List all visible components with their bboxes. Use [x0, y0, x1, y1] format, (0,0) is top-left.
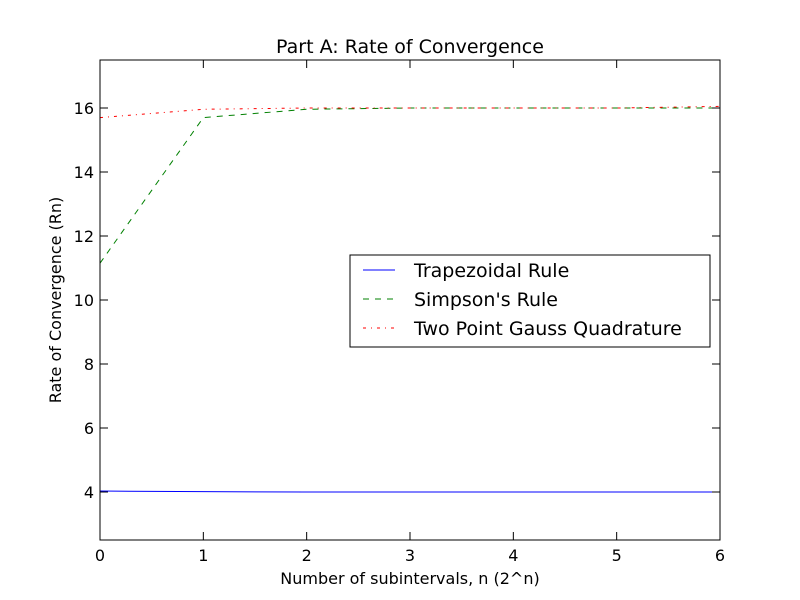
series-line-0 [99, 490, 720, 493]
legend: Trapezoidal Rule Simpson's Rule Two Point … [349, 254, 711, 348]
y-tick-label: 8 [84, 355, 94, 374]
series-layer [99, 105, 721, 493]
y-tick-label: 10 [74, 291, 94, 310]
legend-box [349, 254, 711, 348]
y-tick-label: 16 [74, 99, 94, 118]
legend-label-1: Simpson's Rule [414, 289, 558, 311]
y-tick-label: 12 [74, 227, 94, 246]
x-tick-label: 1 [198, 546, 208, 565]
x-tick-label: 6 [715, 546, 725, 565]
y-tick-label: 6 [84, 419, 94, 438]
x-tick-label: 2 [302, 546, 312, 565]
x-axis-label: Number of subintervals, n (2^n) [280, 569, 539, 588]
x-tick-label: 0 [95, 546, 105, 565]
y-axis-label: Rate of Convergence (Rn) [46, 197, 65, 404]
legend-label-2: Two Point Gauss Quadrature [413, 318, 682, 340]
x-tick-label: 4 [508, 546, 518, 565]
legend-label-0: Trapezoidal Rule [413, 260, 569, 282]
y-tick-label: 14 [74, 163, 94, 182]
x-tick-label: 5 [612, 546, 622, 565]
chart-title: Part A: Rate of Convergence [276, 36, 544, 58]
series-line-2 [99, 105, 721, 119]
y-tick-label: 4 [84, 483, 94, 502]
x-tick-label: 3 [405, 546, 415, 565]
